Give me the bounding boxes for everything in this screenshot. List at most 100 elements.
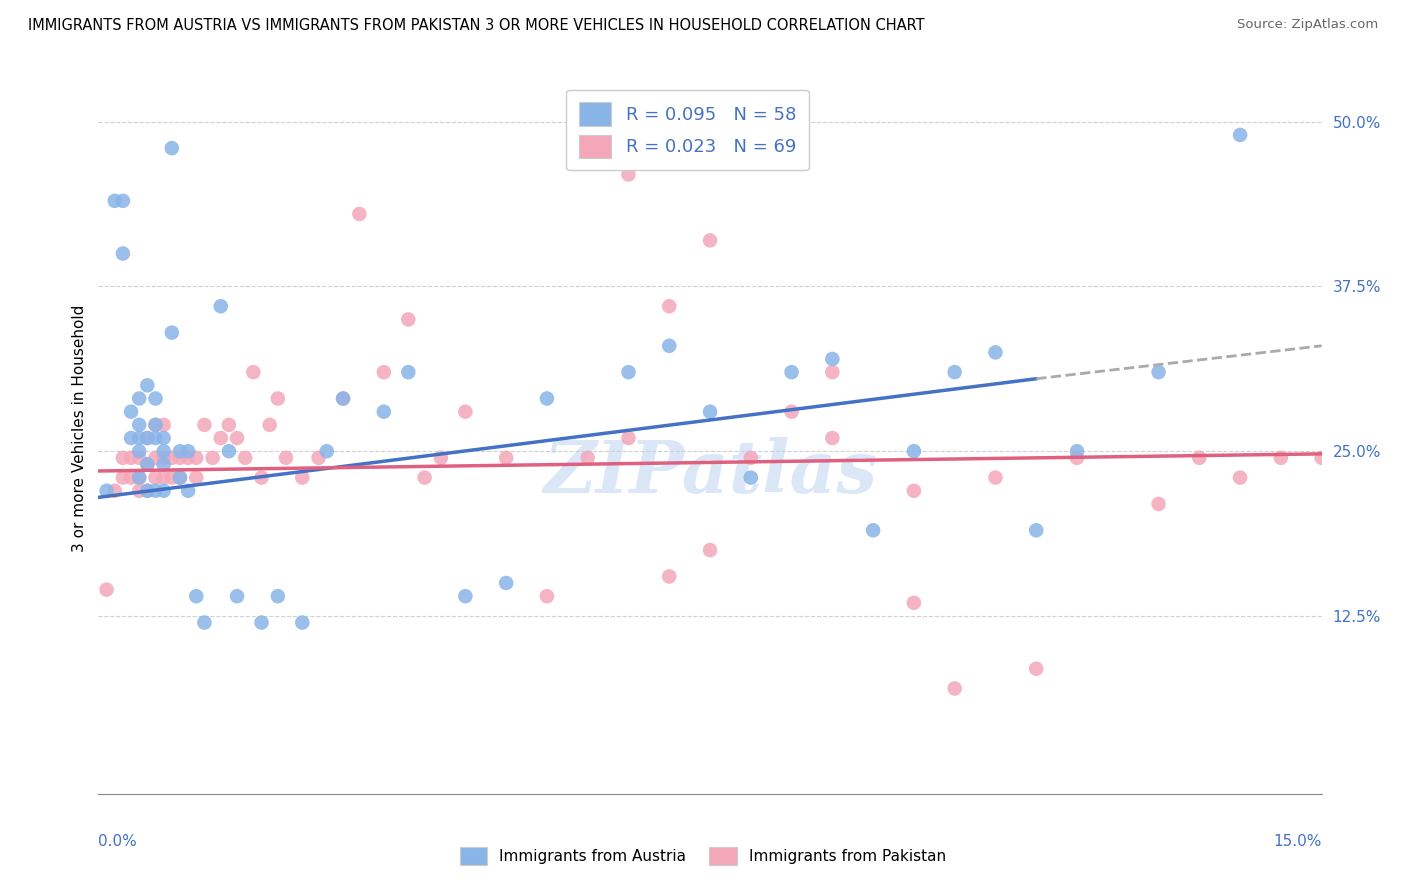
Point: [1066, 450, 1088, 465]
Point: [373, 405, 395, 419]
Point: [128, 470, 150, 484]
Point: [903, 444, 925, 458]
Point: [903, 483, 925, 498]
Point: [699, 543, 721, 558]
Point: [740, 450, 762, 465]
Point: [943, 681, 966, 696]
Point: [193, 417, 215, 432]
Point: [209, 299, 232, 313]
Point: [267, 589, 290, 603]
Point: [250, 470, 273, 484]
Point: [111, 246, 134, 260]
Point: [242, 365, 264, 379]
Point: [111, 470, 134, 484]
Point: [1147, 497, 1170, 511]
Point: [349, 207, 371, 221]
Point: [495, 450, 517, 465]
Point: [536, 589, 558, 603]
Point: [821, 351, 844, 366]
Point: [250, 615, 273, 630]
Point: [1270, 450, 1292, 465]
Point: [780, 405, 803, 419]
Point: [186, 470, 208, 484]
Point: [136, 483, 159, 498]
Point: [145, 470, 167, 484]
Point: [136, 378, 159, 392]
Point: [177, 483, 200, 498]
Point: [699, 233, 721, 247]
Point: [308, 450, 330, 465]
Point: [699, 405, 721, 419]
Point: [1066, 444, 1088, 458]
Point: [332, 392, 354, 406]
Point: [169, 470, 191, 484]
Point: [193, 615, 215, 630]
Point: [291, 470, 314, 484]
Point: [145, 417, 167, 432]
Point: [821, 431, 844, 445]
Point: [152, 470, 174, 484]
Point: [120, 470, 142, 484]
Point: [145, 392, 167, 406]
Point: [145, 431, 167, 445]
Point: [177, 444, 200, 458]
Point: [145, 417, 167, 432]
Point: [111, 194, 134, 208]
Point: [136, 458, 159, 472]
Point: [233, 450, 256, 465]
Point: [396, 312, 419, 326]
Point: [1229, 470, 1251, 484]
Point: [120, 450, 142, 465]
Point: [903, 596, 925, 610]
Point: [201, 450, 224, 465]
Point: [576, 450, 599, 465]
Point: [152, 458, 174, 472]
Point: [152, 444, 174, 458]
Point: [128, 483, 150, 498]
Point: [152, 483, 174, 498]
Point: [984, 345, 1007, 359]
Point: [259, 417, 281, 432]
Point: [267, 392, 290, 406]
Point: [209, 431, 232, 445]
Point: [821, 365, 844, 379]
Point: [617, 431, 640, 445]
Y-axis label: 3 or more Vehicles in Household: 3 or more Vehicles in Household: [72, 304, 87, 552]
Point: [128, 431, 150, 445]
Point: [160, 450, 183, 465]
Point: [658, 339, 681, 353]
Point: [160, 141, 183, 155]
Point: [152, 450, 174, 465]
Point: [169, 450, 191, 465]
Point: [373, 365, 395, 379]
Point: [1188, 450, 1211, 465]
Text: 15.0%: 15.0%: [1274, 834, 1322, 849]
Legend: R = 0.095   N = 58, R = 0.023   N = 69: R = 0.095 N = 58, R = 0.023 N = 69: [567, 90, 808, 170]
Point: [111, 450, 134, 465]
Point: [152, 431, 174, 445]
Point: [169, 444, 191, 458]
Point: [128, 417, 150, 432]
Point: [617, 365, 640, 379]
Point: [1025, 524, 1047, 538]
Point: [96, 483, 118, 498]
Point: [104, 194, 127, 208]
Point: [658, 569, 681, 583]
Point: [136, 431, 159, 445]
Point: [128, 392, 150, 406]
Point: [430, 450, 453, 465]
Point: [128, 450, 150, 465]
Point: [1147, 365, 1170, 379]
Point: [454, 405, 477, 419]
Point: [186, 589, 208, 603]
Point: [145, 483, 167, 498]
Point: [943, 365, 966, 379]
Point: [495, 576, 517, 591]
Point: [780, 365, 803, 379]
Point: [169, 470, 191, 484]
Point: [536, 392, 558, 406]
Point: [396, 365, 419, 379]
Point: [128, 470, 150, 484]
Point: [120, 431, 142, 445]
Point: [218, 444, 240, 458]
